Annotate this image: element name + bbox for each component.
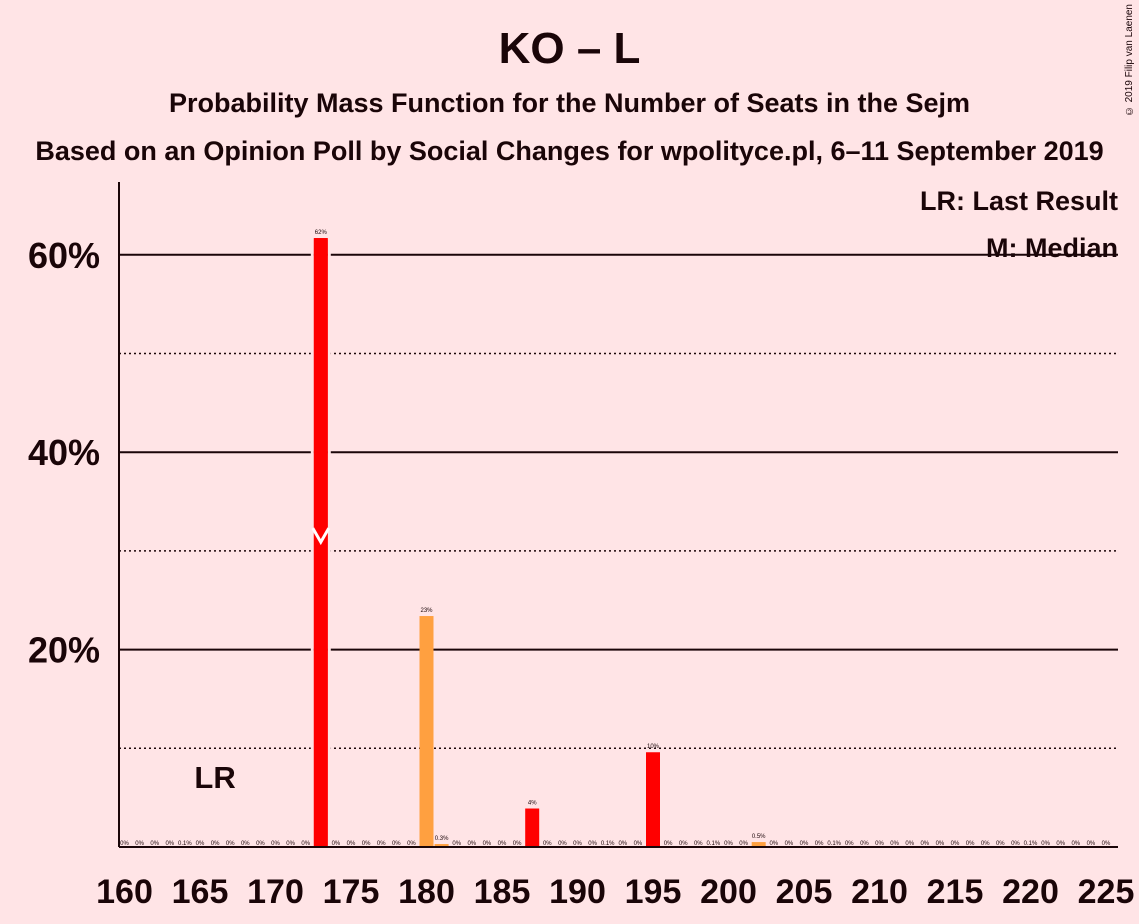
legend-median: M: Median (986, 233, 1118, 263)
bar-data-label: 0% (1071, 841, 1080, 847)
bar-data-label: 0% (785, 841, 794, 847)
bar-data-label: 0% (936, 841, 945, 847)
bar-data-label: 62% (315, 230, 328, 236)
bar-data-label: 0.1% (178, 841, 192, 847)
bar-seat-187 (525, 808, 540, 847)
bar-data-label: 0% (241, 841, 250, 847)
bar-data-label: 4% (528, 801, 537, 807)
bar-data-label: 0% (271, 841, 280, 847)
y-tick-label: 20% (28, 630, 100, 671)
x-tick-label: 190 (549, 873, 606, 911)
bar-data-label: 0% (543, 841, 552, 847)
x-tick-label: 180 (398, 873, 455, 911)
bar-data-label: 0% (905, 841, 914, 847)
x-tick-label: 185 (474, 873, 531, 911)
bar-data-label: 0% (996, 841, 1005, 847)
x-tick-label: 205 (776, 873, 833, 911)
bar-data-label: 0% (815, 841, 824, 847)
bar-data-label: 0% (332, 841, 341, 847)
bar-data-label: 0% (739, 841, 748, 847)
bar-data-label: 0% (679, 841, 688, 847)
chart-title: KO – L (498, 24, 641, 73)
bar-data-label: 0% (558, 841, 567, 847)
bar-data-label: 0.5% (752, 834, 766, 840)
bar-data-label: 0% (664, 841, 673, 847)
x-tick-label: 175 (323, 873, 380, 911)
bar-data-label: 0% (226, 841, 235, 847)
bar-data-label: 0% (981, 841, 990, 847)
bar-data-label: 0% (769, 841, 778, 847)
bar-data-label: 0% (347, 841, 356, 847)
bar-data-label: 0% (618, 841, 627, 847)
bar-data-label: 0% (573, 841, 582, 847)
bar-data-label: 0% (286, 841, 295, 847)
bar-data-label: 0% (196, 841, 205, 847)
bar-data-label: 0% (165, 841, 174, 847)
bar-data-label: 0% (860, 841, 869, 847)
bar-data-label: 0% (452, 841, 461, 847)
bar-data-label: 10% (647, 744, 660, 750)
chart-subtitle: Probability Mass Function for the Number… (168, 88, 971, 118)
bar-data-label: 0% (875, 841, 884, 847)
bar-data-label: 0% (301, 841, 310, 847)
x-tick-label: 200 (700, 873, 757, 911)
bar-data-label: 23% (420, 608, 433, 614)
bar-data-label: 0% (966, 841, 975, 847)
bar-data-label: 0% (150, 841, 159, 847)
bar-data-label: 0% (1011, 841, 1020, 847)
bar-data-label: 0% (588, 841, 597, 847)
bar-data-label: 0% (211, 841, 220, 847)
bar-data-label: 0.3% (435, 836, 449, 842)
bar-seat-181 (434, 844, 449, 847)
bar-seat-202 (751, 842, 766, 847)
x-tick-label: 195 (625, 873, 682, 911)
bar-data-label: 0% (1102, 841, 1111, 847)
bar-data-label: 0.1% (1024, 841, 1038, 847)
bar-data-label: 0% (407, 841, 416, 847)
bar-data-label: 0.1% (827, 841, 841, 847)
bar-data-label: 0% (1087, 841, 1096, 847)
x-tick-label: 210 (851, 873, 908, 911)
bar-data-label: 0.1% (601, 841, 615, 847)
bar-data-label: 0% (800, 841, 809, 847)
x-tick-label: 170 (247, 873, 304, 911)
y-tick-label: 60% (28, 235, 100, 276)
last-result-label: LR (194, 760, 235, 795)
bar-data-label: 0% (634, 841, 643, 847)
x-tick-label: 225 (1078, 873, 1135, 911)
x-tick-label: 160 (96, 873, 153, 911)
bar-data-label: 0% (694, 841, 703, 847)
bar-data-label: 0% (392, 841, 401, 847)
bar-data-label: 0% (1041, 841, 1050, 847)
bar-data-label: 0% (890, 841, 899, 847)
bar-data-label: 0% (377, 841, 386, 847)
bar-data-label: 0% (135, 841, 144, 847)
bar-data-label: 0% (483, 841, 492, 847)
bar-data-label: 0% (467, 841, 476, 847)
bar-data-label: 0% (845, 841, 854, 847)
bar-seat-180 (419, 616, 434, 847)
bar-data-label: 0% (120, 841, 129, 847)
legend-last-result: LR: Last Result (920, 186, 1118, 216)
bar-data-label: 0% (1056, 841, 1065, 847)
bar-data-label: 0% (513, 841, 522, 847)
x-tick-label: 220 (1002, 873, 1059, 911)
chart-source: Based on an Opinion Poll by Social Chang… (35, 136, 1104, 166)
bar-data-label: 0.1% (707, 841, 721, 847)
x-tick-label: 165 (172, 873, 229, 911)
bar-data-label: 0% (724, 841, 733, 847)
bar-data-label: 0% (951, 841, 960, 847)
bar-data-label: 0% (362, 841, 371, 847)
bar-seat-195 (646, 752, 660, 847)
y-tick-label: 40% (28, 432, 100, 473)
x-tick-label: 215 (927, 873, 984, 911)
bar-data-label: 0% (256, 841, 265, 847)
bar-data-label: 0% (920, 841, 929, 847)
bar-data-label: 0% (498, 841, 507, 847)
median-marker (311, 527, 331, 546)
